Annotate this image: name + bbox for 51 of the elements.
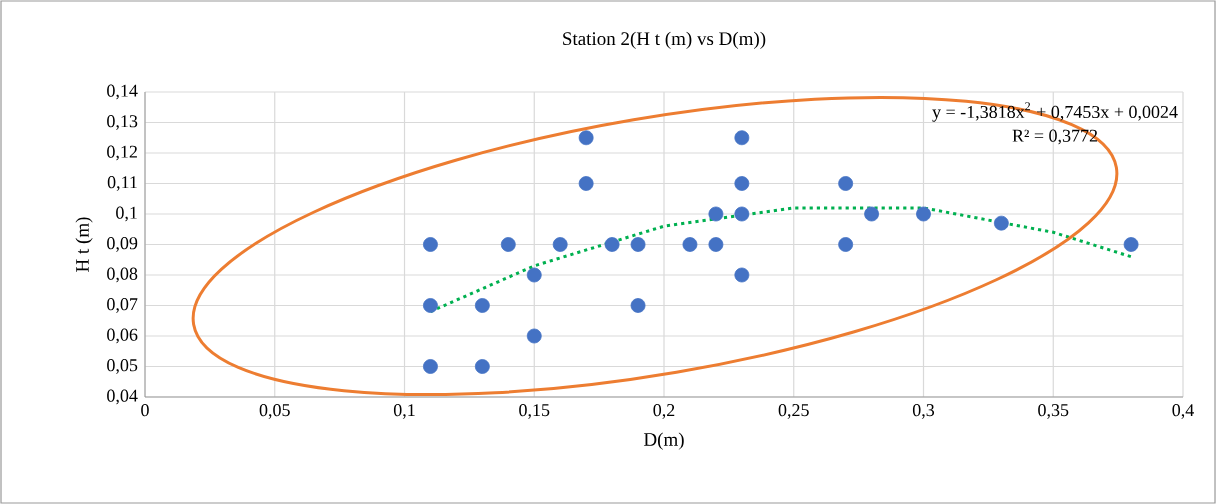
y-tick-label: 0,14	[107, 84, 138, 100]
chart-title: Station 2(H t (m) vs D(m))	[563, 31, 766, 49]
x-axis-title: D(m)	[643, 432, 684, 450]
point	[474, 298, 490, 313]
x-tick-label: 0	[141, 404, 149, 417]
point	[916, 206, 931, 222]
point	[423, 237, 438, 252]
point	[500, 237, 516, 252]
point	[474, 359, 490, 374]
x-tick-label: 0,4	[1172, 404, 1194, 419]
y-tick-label: 0,04	[107, 389, 138, 405]
point	[578, 176, 594, 191]
x-tick-label: 0,2	[653, 404, 675, 419]
x-tick-label: 0,05	[259, 404, 290, 419]
point	[864, 206, 879, 222]
y-tick-label: 0,1	[116, 206, 137, 222]
point	[552, 237, 568, 252]
y-tick-label: 0,08	[107, 267, 138, 283]
point	[578, 130, 594, 146]
point	[734, 206, 750, 222]
point	[423, 359, 438, 374]
point	[838, 237, 854, 252]
y-tick-label: 0,12	[107, 145, 137, 161]
y-tick-label: 0,07	[107, 298, 138, 313]
point	[734, 267, 750, 283]
y-axis-title: H t (m)	[75, 217, 93, 272]
point	[423, 298, 438, 313]
point	[708, 237, 724, 252]
y-tick-label: 0,06	[107, 328, 138, 344]
annotation: R² = 0,3772	[1012, 129, 1098, 145]
point	[630, 237, 646, 252]
x-tick-label: 0,25	[778, 404, 809, 419]
point	[838, 176, 854, 191]
point	[1123, 237, 1139, 252]
point	[630, 298, 646, 313]
x-tick-label: 0,35	[1038, 404, 1069, 419]
point	[604, 237, 620, 252]
y-tick-label: 0,05	[107, 359, 138, 374]
point	[734, 176, 750, 191]
point	[708, 206, 724, 222]
point	[526, 267, 542, 283]
point	[526, 328, 542, 344]
x-tick-label: 0,1	[393, 404, 415, 419]
x-tick-label: 0,3	[912, 404, 935, 419]
point	[993, 215, 1009, 231]
y-tick-label: 0,13	[107, 115, 138, 130]
y-tick-label: 0,09	[107, 237, 138, 252]
point	[734, 130, 750, 146]
y-tick-label: 0,11	[107, 176, 137, 191]
point	[682, 237, 698, 252]
x-tick-label: 0,15	[519, 404, 550, 419]
